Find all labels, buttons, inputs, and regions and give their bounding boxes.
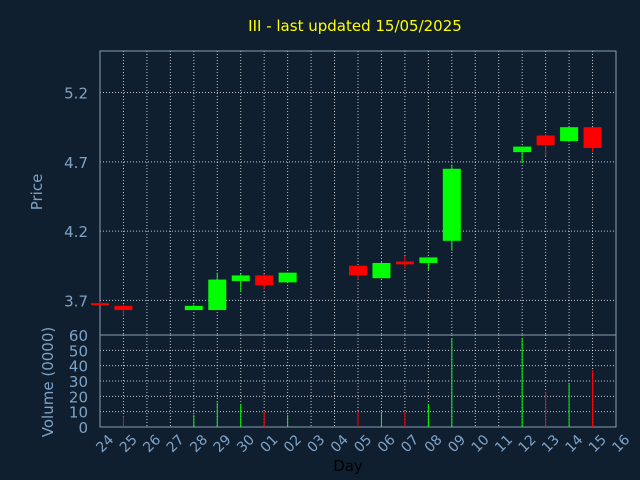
volume-tick-label: 40: [69, 358, 88, 376]
day-tick-label: 01: [258, 432, 282, 456]
volume-axis-label: Volume (0000): [39, 327, 57, 437]
day-tick-label: 28: [187, 432, 211, 456]
candle-body: [560, 127, 579, 142]
day-tick-label: 11: [492, 432, 516, 456]
price-axis-label: Price: [28, 174, 46, 211]
day-tick-label: 14: [562, 432, 586, 456]
price-tick-label: 3.7: [64, 292, 88, 310]
day-tick-label: 03: [304, 432, 328, 456]
candle-body: [278, 272, 297, 283]
candle-body: [513, 146, 532, 153]
candle-body: [231, 275, 250, 281]
volume-tick-label: 20: [69, 388, 88, 406]
volume-tick-label: 60: [69, 327, 88, 345]
day-tick-label: 26: [140, 432, 164, 456]
day-tick-label: 02: [281, 432, 305, 456]
price-tick-label: 4.7: [64, 154, 88, 172]
day-tick-label: 29: [211, 432, 235, 456]
volume-tick-label: 0: [78, 419, 88, 437]
candle-body: [114, 305, 133, 311]
price-panel: 3.7 4.2 4.7 5.2: [64, 50, 617, 336]
candle-body: [208, 279, 227, 311]
day-tick-label: 13: [539, 432, 563, 456]
volume-tick-label: 50: [69, 342, 88, 360]
day-axis-label: Day: [333, 457, 363, 475]
price-tick-label: 4.2: [64, 223, 88, 241]
candle-body: [395, 261, 414, 265]
chart-title: III - last updated 15/05/2025: [248, 17, 462, 35]
volume-tick-label: 30: [69, 373, 88, 391]
candle-body: [583, 127, 602, 148]
day-tick-label: 05: [351, 432, 375, 456]
day-tick-label: 27: [164, 432, 188, 456]
volume-tick-label: 10: [69, 404, 88, 422]
day-tick-label: 24: [93, 432, 117, 456]
day-tick-label: 12: [516, 432, 540, 456]
candle-body: [442, 168, 461, 241]
day-tick-label: 06: [375, 432, 399, 456]
price-tick-label: 5.2: [64, 85, 88, 103]
candle-body: [536, 135, 555, 146]
day-tick-label: 30: [234, 432, 258, 456]
candle-body: [255, 275, 274, 286]
day-tick-label: 16: [609, 432, 633, 456]
candle-body: [349, 265, 367, 276]
candle-body: [372, 262, 391, 279]
candle-body: [419, 257, 438, 263]
day-tick-label: 10: [469, 432, 493, 456]
day-tick-label: 09: [445, 432, 469, 456]
day-tick-label: 04: [328, 432, 352, 456]
candle-body: [91, 303, 109, 306]
day-tick-label: 25: [117, 432, 141, 456]
day-tick-label: 07: [398, 432, 422, 456]
candle-body: [184, 305, 203, 311]
day-tick-label: 08: [422, 432, 446, 456]
day-tick-label: 15: [586, 432, 610, 456]
